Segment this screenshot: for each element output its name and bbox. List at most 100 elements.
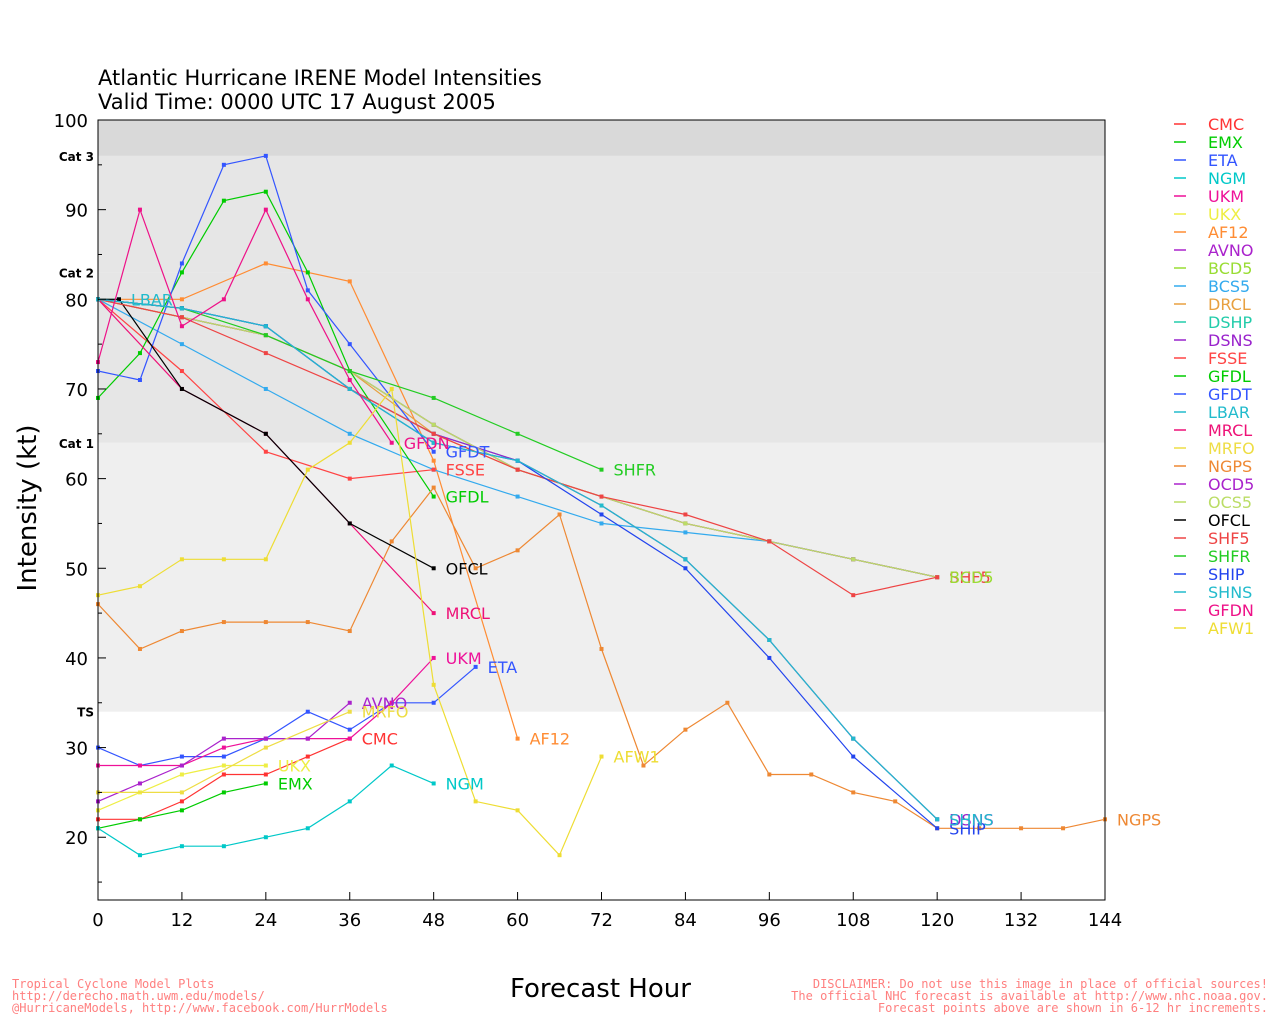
- series-point-ngm: [347, 799, 352, 804]
- series-point-avno: [221, 736, 226, 741]
- series-point-shns: [263, 324, 268, 329]
- series-point-ukx: [221, 763, 226, 768]
- footer-disclaimer: DISCLAIMER: Do not use this image in pla…: [791, 978, 1268, 1014]
- series-point-ngps: [977, 826, 982, 831]
- legend-label-af12: AF12: [1208, 223, 1249, 242]
- series-point-gfdt: [431, 449, 436, 454]
- series-point-shf5: [851, 593, 856, 598]
- footer-right-line-3: Forecast points above are shown in 6-12 …: [877, 1001, 1268, 1015]
- x-tick-label: 96: [758, 910, 781, 931]
- series-point-ofcl: [431, 566, 436, 571]
- series-point-ngps: [347, 629, 352, 634]
- y-tick-label: 20: [65, 828, 88, 849]
- end-label-shfr: SHFR: [614, 461, 657, 480]
- series-point-ngps: [179, 629, 184, 634]
- series-end-labels: CMC EMX ETA NGM UKM UKX AF12 AVNO FSSE GFDL GFDT LB…: [131, 290, 1161, 838]
- footer-left-line-1: Tropical Cyclone Model Plots: [12, 977, 215, 991]
- axes: 0 12 24 36 48 60 72 84 96 108 120 132 144 20 30 40 50 60 7…: [54, 111, 1123, 931]
- series-afw1: [96, 386, 604, 858]
- legend-label-mrfo: MRFO: [1208, 439, 1255, 458]
- series-point-emx: [179, 808, 184, 813]
- series-line-mrfo: [98, 711, 351, 793]
- band-cat-1: [98, 272, 1105, 443]
- series-point-afw1: [473, 799, 478, 804]
- end-label-avno: AVNO: [362, 694, 407, 713]
- end-label-lbar: LBAR: [131, 290, 173, 309]
- series-point-ngps: [599, 646, 604, 651]
- end-label-eta: ETA: [488, 658, 518, 677]
- series-point-ngps: [515, 548, 520, 553]
- legend-label-shf5: SHF5: [1208, 529, 1250, 548]
- legend-label-gfdl: GFDL: [1208, 367, 1251, 386]
- series-point-af12: [179, 297, 184, 302]
- series-point-mrfo: [347, 709, 352, 714]
- series-point-ngps: [1061, 826, 1066, 831]
- series-point-afw1: [515, 808, 520, 813]
- series-point-shf5: [431, 431, 436, 436]
- series-point-afw1: [221, 557, 226, 562]
- legend-label-mrcl: MRCL: [1208, 421, 1252, 440]
- series-point-cmc: [221, 772, 226, 777]
- series-point-ngm: [137, 853, 142, 858]
- series-point-shf5: [935, 575, 940, 580]
- series-point-gfdn: [347, 378, 352, 382]
- series-point-ofcl: [263, 431, 268, 436]
- series-point-ngm: [431, 781, 436, 786]
- series-point-afw1: [305, 467, 310, 472]
- x-tick-label: 120: [920, 910, 954, 931]
- footer-left-line-3: @HurricaneModels, http://www.facebook.co…: [12, 1001, 388, 1015]
- series-point-shns: [767, 638, 772, 642]
- end-label-gfdl: GFDL: [446, 488, 489, 507]
- series-point-gfdn: [221, 297, 226, 302]
- series-point-avno: [137, 781, 142, 786]
- series-point-emx: [137, 817, 142, 822]
- series-point-bcs5: [683, 530, 688, 535]
- series-mrfo: [96, 709, 352, 795]
- series-point-bcs5: [179, 342, 184, 347]
- series-point-ukm: [431, 655, 436, 660]
- series-point-shns: [683, 557, 688, 562]
- legend-label-avno: AVNO: [1208, 241, 1253, 260]
- series-point-gfdt: [137, 378, 142, 382]
- series-point-avno: [179, 763, 184, 768]
- legend-label-gfdt: GFDT: [1208, 385, 1252, 404]
- series-point-ukm: [137, 763, 142, 768]
- series-point-shf5: [515, 467, 520, 472]
- series-point-cmc: [179, 799, 184, 804]
- legend-label-ukm: UKM: [1208, 187, 1244, 206]
- series-point-avno: [263, 736, 268, 741]
- series-point-mrfo: [179, 790, 184, 795]
- series-point-shf5: [179, 315, 184, 320]
- series-lines: [96, 153, 1107, 858]
- x-tick-label: 132: [1004, 910, 1038, 931]
- x-axis-label: Forecast Hour: [510, 974, 691, 1004]
- series-point-gfdn: [389, 440, 394, 445]
- end-label-ship: SHIP: [949, 819, 986, 838]
- legend-label-dsns: DSNS: [1208, 331, 1253, 350]
- series-point-gfdl: [263, 189, 268, 194]
- series-point-shns: [179, 306, 184, 311]
- legend-label-gfdn: GFDN: [1208, 601, 1254, 620]
- series-point-af12: [431, 458, 436, 463]
- series-point-bcs5: [515, 494, 520, 499]
- series-point-shfr: [599, 467, 604, 472]
- series-point-ocs5: [683, 521, 688, 526]
- series-point-shf5: [263, 351, 268, 356]
- series-point-fsse: [179, 369, 184, 374]
- end-label-shf5: SHF5: [949, 568, 991, 587]
- series-point-shns: [935, 817, 940, 822]
- series-point-eta: [221, 754, 226, 759]
- x-tick-label: 0: [92, 910, 103, 931]
- series-point-fsse: [431, 467, 436, 472]
- series-point-ngps: [641, 763, 646, 768]
- series-point-ngps: [473, 566, 478, 571]
- series-point-ofcl: [347, 521, 352, 526]
- category-bands: [98, 120, 1105, 712]
- series-point-afw1: [263, 557, 268, 562]
- series-line-ngm: [97, 764, 434, 856]
- series-point-ngm: [305, 826, 310, 831]
- series-point-ngps: [809, 772, 814, 777]
- series-point-eta: [179, 754, 184, 759]
- end-label-shns: SHNS: [949, 810, 993, 829]
